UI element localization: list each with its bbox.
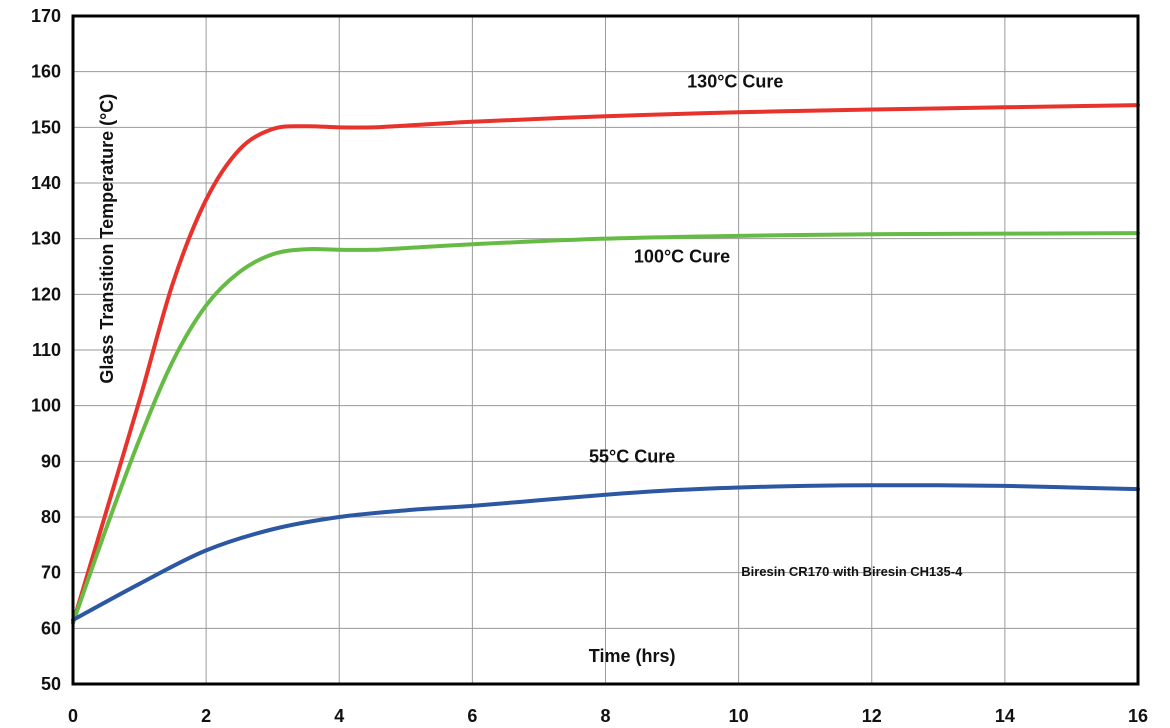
- y-tick-label: 80: [41, 507, 61, 527]
- y-tick-label: 50: [41, 674, 61, 694]
- series-label-55c-cure: 55°C Cure: [589, 446, 675, 466]
- x-axis-label: Time (hrs): [589, 646, 676, 666]
- y-tick-label: 130: [31, 229, 61, 249]
- y-tick-label: 160: [31, 62, 61, 82]
- x-tick-label: 14: [995, 706, 1015, 726]
- tick-labels: 0 2 4 6 8 10 12 14 16 50 60 70 80 90 100 110 120 130 140 15…: [31, 6, 1148, 726]
- series-lines: [71, 103, 1140, 625]
- x-tick-label: 0: [68, 706, 78, 726]
- y-tick-label: 120: [31, 284, 61, 304]
- series-label-100c-cure: 100°C Cure: [634, 247, 730, 267]
- y-tick-label: 140: [31, 173, 61, 193]
- chart-labels: Time (hrs) Glass Transition Temperature …: [97, 71, 963, 666]
- y-tick-label: 150: [31, 117, 61, 137]
- y-axis-label: Glass Transition Temperature (°C): [97, 94, 117, 384]
- x-tick-label: 12: [862, 706, 882, 726]
- x-tick-label: 6: [467, 706, 477, 726]
- y-tick-label: 70: [41, 563, 61, 583]
- x-tick-label: 4: [334, 706, 344, 726]
- x-tick-label: 8: [600, 706, 610, 726]
- x-tick-label: 10: [729, 706, 749, 726]
- x-tick-label: 2: [201, 706, 211, 726]
- y-tick-label: 100: [31, 396, 61, 416]
- y-tick-label: 90: [41, 451, 61, 471]
- series-line-55c-cure: [71, 483, 1140, 622]
- y-tick-label: 110: [32, 340, 61, 360]
- series-label-130c-cure: 130°C Cure: [687, 71, 783, 91]
- plot-frame: [71, 14, 1140, 686]
- material-annotation: Biresin CR170 with Biresin CH135-4: [741, 564, 963, 579]
- series-line-100c-cure: [71, 231, 1140, 625]
- x-tick-label: 16: [1128, 706, 1148, 726]
- y-tick-label: 170: [31, 6, 61, 26]
- y-tick-label: 60: [41, 618, 61, 638]
- series-line-130c-cure: [71, 103, 1140, 625]
